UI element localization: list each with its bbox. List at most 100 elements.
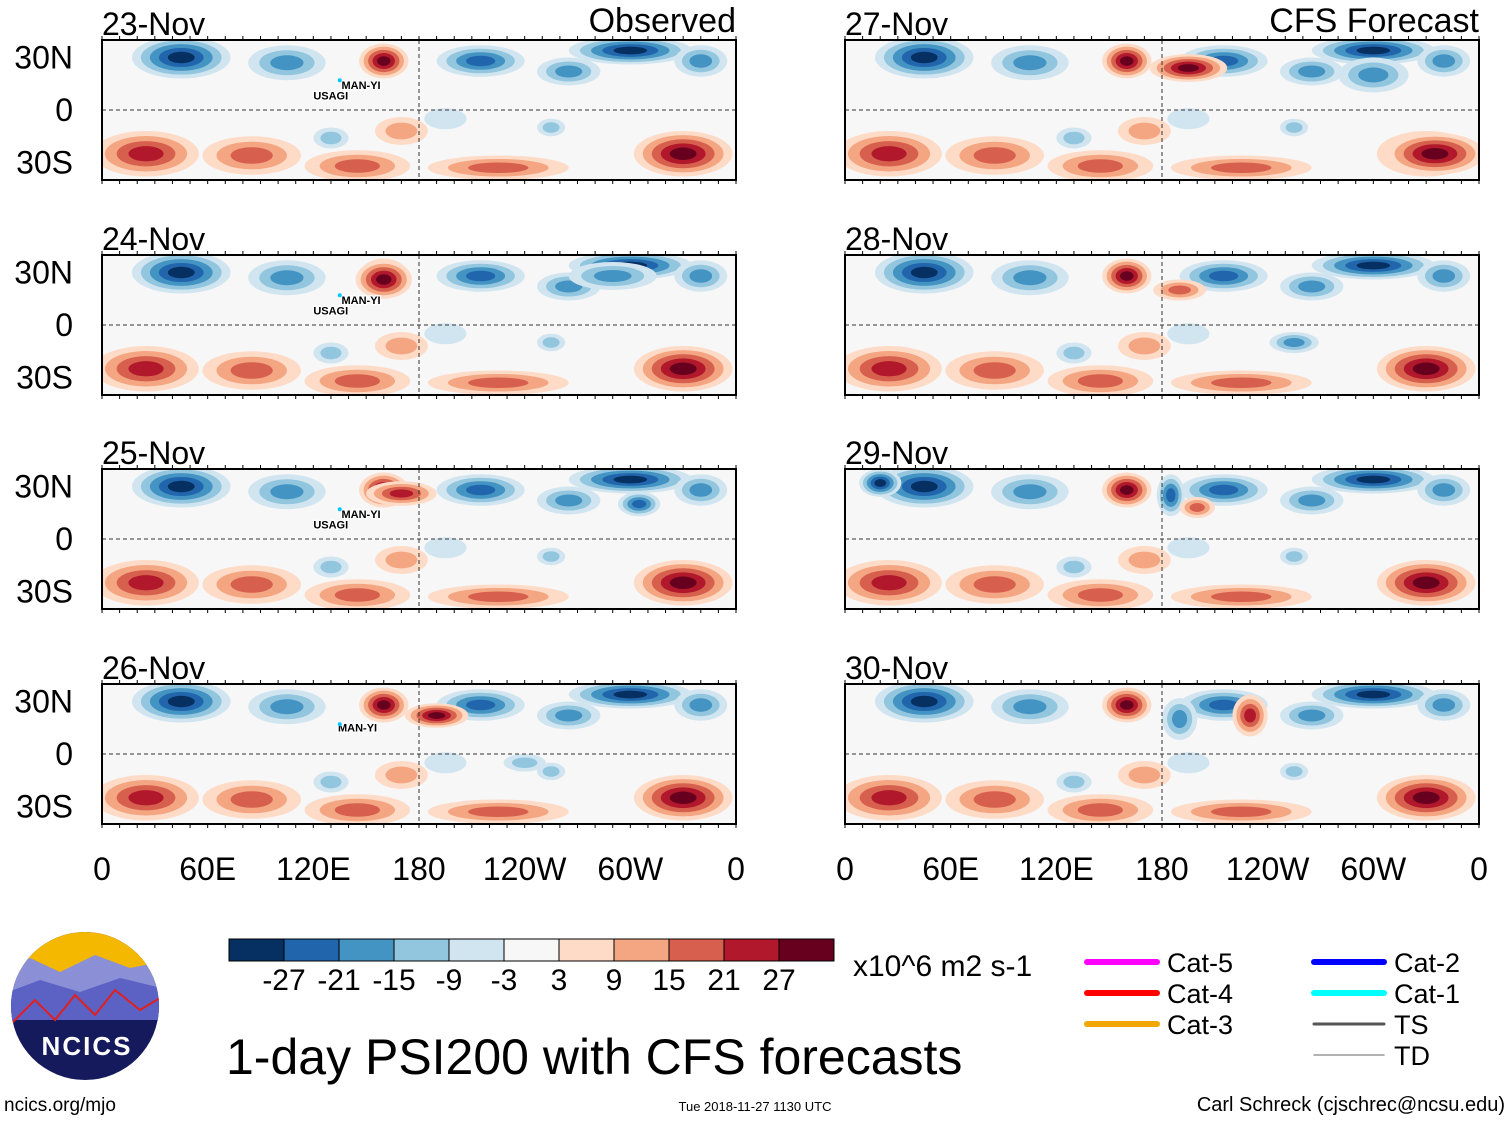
negative-anomaly-contour [632, 499, 647, 509]
negative-anomaly-contour [270, 55, 304, 71]
negative-anomaly-contour [270, 270, 304, 286]
y-tick-label: 30S [16, 360, 73, 396]
negative-anomaly-contour [555, 280, 583, 293]
storm-label: MAN-YI [342, 80, 381, 92]
negative-anomaly-contour [1298, 494, 1326, 507]
negative-anomaly-contour [465, 699, 496, 711]
colorbar-label: 21 [707, 964, 740, 997]
negative-anomaly-contour [167, 695, 195, 708]
x-tick-label: 60E [179, 851, 236, 887]
negative-anomaly-contour [465, 484, 496, 496]
negative-anomaly-contour [910, 266, 938, 279]
storm-label: USAGI [313, 520, 348, 532]
positive-anomaly-contour [468, 377, 529, 388]
x-tick-label: 120E [276, 851, 351, 887]
colorbar-swatch [503, 938, 560, 962]
positive-anomaly-contour [669, 576, 697, 589]
positive-anomaly-contour [973, 362, 1016, 379]
negative-anomaly-contour [689, 698, 713, 712]
positive-anomaly-contour [1077, 159, 1124, 173]
negative-anomaly-contour [542, 551, 560, 562]
colorbar-swatch [283, 938, 340, 962]
positive-anomaly-contour [1077, 803, 1124, 817]
positive-anomaly-contour [1189, 503, 1205, 512]
logo-line [11, 988, 159, 1026]
positive-anomaly-contour [871, 575, 907, 591]
positive-anomaly-contour [230, 147, 273, 164]
positive-anomaly-contour [1177, 64, 1199, 72]
negative-anomaly-contour [424, 537, 467, 559]
x-tick-label: 120E [1019, 851, 1094, 887]
negative-anomaly-contour [424, 108, 467, 130]
positive-anomaly-contour [377, 56, 391, 66]
storm-track-marker [337, 507, 342, 512]
y-tick-label: 0 [55, 736, 73, 772]
colorbar-swatch [228, 938, 285, 962]
positive-anomaly-contour [128, 790, 164, 806]
panel-date: 24-Nov [102, 221, 205, 257]
storm-track-marker [337, 78, 342, 83]
field [102, 684, 736, 824]
positive-anomaly-contour [385, 766, 418, 784]
negative-anomaly-contour [270, 484, 304, 500]
negative-anomaly-contour [613, 690, 648, 699]
panel-date: 29-Nov [845, 435, 948, 471]
legend-label: Cat-3 [1167, 1010, 1233, 1040]
negative-anomaly-contour [1358, 67, 1389, 83]
colorbar-swatch [778, 938, 835, 962]
negative-anomaly-contour [613, 46, 648, 55]
negative-anomaly-contour [1208, 270, 1239, 282]
field [845, 684, 1479, 824]
footer-timestamp: Tue 2018-11-27 1130 UTC [679, 1099, 832, 1114]
negative-anomaly-contour [1285, 766, 1303, 777]
x-tick-label: 60E [922, 851, 979, 887]
positive-anomaly-contour [1077, 374, 1124, 388]
y-tick-label: 30S [16, 789, 73, 825]
negative-anomaly-contour [1208, 484, 1239, 496]
negative-anomaly-contour [320, 560, 342, 574]
colorbar-label: 27 [762, 964, 795, 997]
negative-anomaly-contour [1013, 699, 1047, 715]
colorbar-label: 3 [551, 964, 568, 997]
negative-anomaly-contour [1208, 699, 1239, 711]
positive-anomaly-contour [1128, 337, 1161, 355]
positive-anomaly-contour [669, 362, 697, 375]
positive-anomaly-contour [1421, 148, 1449, 160]
positive-anomaly-contour [389, 489, 414, 498]
positive-anomaly-contour [230, 791, 273, 808]
negative-anomaly-contour [1167, 323, 1210, 345]
negative-anomaly-contour [1285, 551, 1303, 562]
positive-anomaly-contour [230, 576, 273, 593]
y-tick-label: 30N [14, 40, 73, 76]
y-tick-label: 30S [16, 145, 73, 181]
field [845, 40, 1479, 180]
map-panel: 30-Nov [844, 650, 1480, 828]
positive-anomaly-contour [334, 588, 381, 602]
positive-anomaly-contour [128, 575, 164, 591]
negative-anomaly-contour [1298, 280, 1326, 293]
negative-anomaly-contour [910, 51, 938, 64]
positive-anomaly-contour [1128, 122, 1161, 140]
footer-url: ncics.org/mjo [4, 1095, 116, 1116]
negative-anomaly-contour [910, 480, 938, 493]
negative-anomaly-contour [1063, 775, 1085, 789]
negative-anomaly-contour [1063, 346, 1085, 360]
negative-anomaly-contour [555, 65, 583, 78]
x-tick-label: 60W [1340, 851, 1407, 887]
positive-anomaly-contour [385, 122, 418, 140]
colorbar-label: 9 [606, 964, 623, 997]
positive-anomaly-contour [871, 361, 907, 377]
negative-anomaly-contour [320, 346, 342, 360]
negative-anomaly-contour [1283, 338, 1305, 347]
logo-text: NCICS [42, 1031, 133, 1061]
positive-anomaly-contour [385, 337, 418, 355]
storm-track-marker [337, 722, 342, 727]
positive-anomaly-contour [468, 806, 529, 817]
positive-anomaly-contour [1211, 162, 1272, 173]
positive-anomaly-contour [377, 700, 391, 710]
positive-anomaly-contour [669, 791, 697, 804]
negative-anomaly-contour [1356, 261, 1391, 270]
y-tick-label: 30N [14, 255, 73, 291]
positive-anomaly-contour [128, 361, 164, 377]
